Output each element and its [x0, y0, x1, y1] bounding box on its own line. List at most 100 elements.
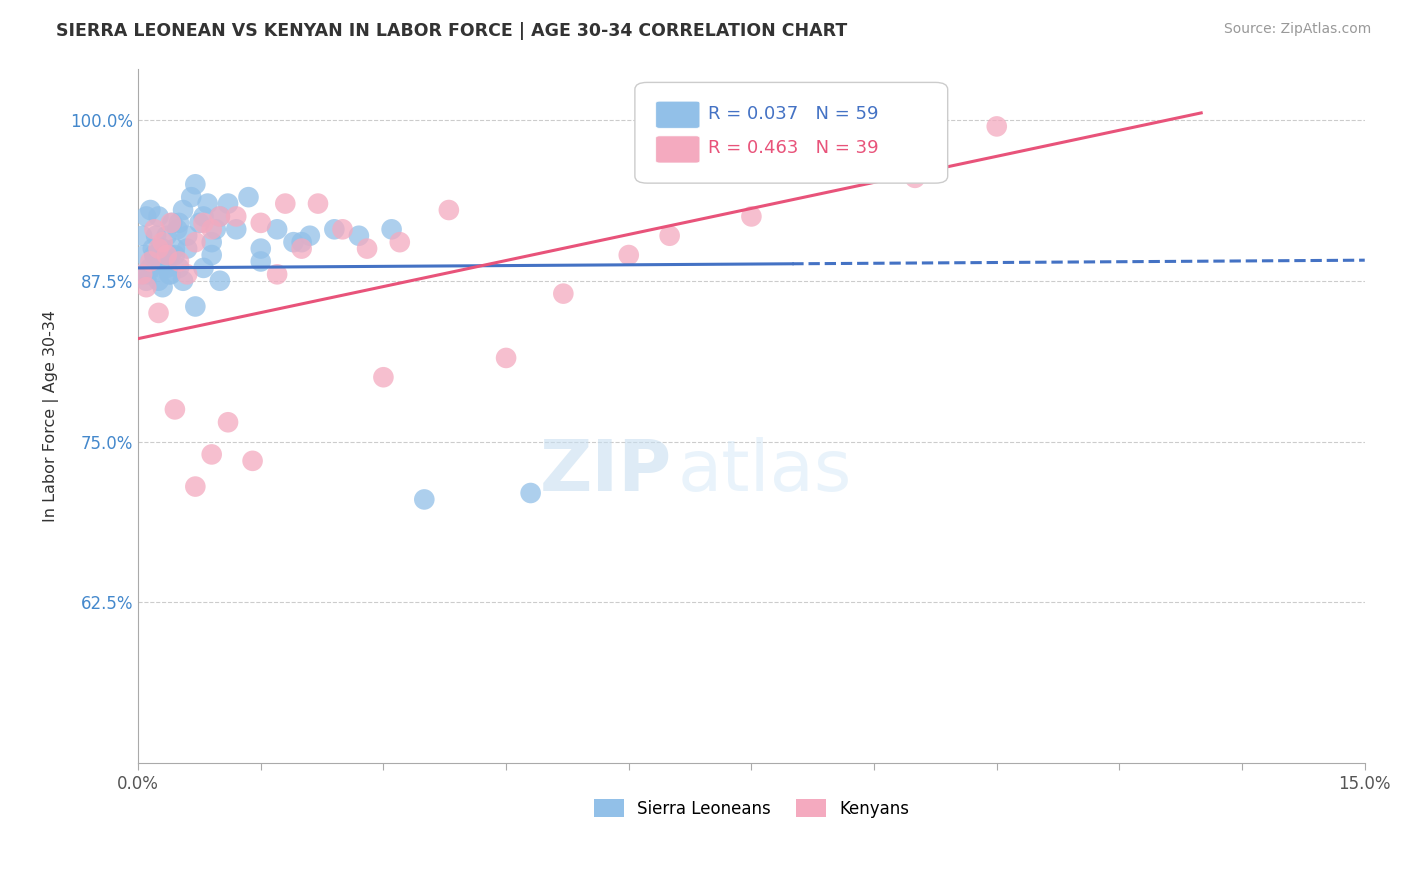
Point [139, 202, 162, 217]
Point [238, 190, 260, 204]
Point [148, 210, 170, 224]
Text: atlas: atlas [678, 437, 852, 506]
Point [150, 260, 173, 275]
Point [495, 351, 517, 365]
Point [139, 254, 162, 268]
Point [986, 120, 1008, 134]
Point [193, 210, 215, 224]
Point [134, 248, 156, 262]
Point [291, 242, 314, 256]
Point [332, 222, 354, 236]
Point [167, 216, 190, 230]
Point [904, 170, 927, 185]
Point [298, 228, 321, 243]
Point [658, 228, 681, 243]
Point [148, 274, 170, 288]
Point [388, 235, 411, 249]
Point [152, 242, 174, 256]
Point [143, 248, 166, 262]
Point [249, 216, 271, 230]
Point [249, 242, 271, 256]
Point [266, 268, 288, 282]
Point [249, 254, 271, 268]
Point [135, 280, 157, 294]
Point [823, 152, 845, 166]
FancyBboxPatch shape [655, 136, 700, 163]
Point [157, 268, 180, 282]
Point [148, 306, 170, 320]
Text: Source: ZipAtlas.com: Source: ZipAtlas.com [1223, 22, 1371, 37]
Point [156, 260, 179, 275]
Point [156, 248, 179, 262]
Point [156, 228, 179, 243]
Point [143, 222, 166, 236]
Point [176, 268, 198, 282]
Point [139, 260, 162, 275]
Point [152, 235, 174, 249]
Point [740, 210, 762, 224]
Point [225, 210, 247, 224]
Point [274, 196, 297, 211]
FancyBboxPatch shape [636, 82, 948, 183]
Point [153, 254, 176, 268]
Point [180, 190, 202, 204]
Point [184, 235, 207, 249]
Point [553, 286, 575, 301]
Point [347, 228, 370, 243]
Point [201, 248, 224, 262]
Point [172, 274, 194, 288]
Point [291, 235, 314, 249]
Point [225, 222, 247, 236]
Point [136, 268, 159, 282]
Point [163, 402, 186, 417]
Point [208, 274, 231, 288]
Point [519, 486, 541, 500]
Text: R = 0.037   N = 59: R = 0.037 N = 59 [709, 104, 879, 123]
Point [307, 196, 329, 211]
Point [135, 210, 157, 224]
Point [204, 222, 226, 236]
Point [413, 492, 436, 507]
Point [145, 228, 167, 243]
Point [167, 260, 190, 275]
Y-axis label: In Labor Force | Age 30-34: In Labor Force | Age 30-34 [44, 310, 59, 522]
Point [266, 222, 288, 236]
Point [217, 415, 239, 429]
Point [131, 268, 153, 282]
Point [163, 248, 186, 262]
Point [135, 274, 157, 288]
Point [201, 222, 224, 236]
Point [242, 454, 264, 468]
Point [373, 370, 395, 384]
Point [201, 235, 224, 249]
Point [176, 242, 198, 256]
FancyBboxPatch shape [655, 101, 700, 128]
Point [197, 196, 219, 211]
Point [148, 242, 170, 256]
Point [208, 210, 231, 224]
Point [188, 216, 211, 230]
Point [184, 479, 207, 493]
Point [176, 228, 198, 243]
Point [162, 216, 184, 230]
Point [184, 178, 207, 192]
Point [163, 242, 186, 256]
Point [283, 235, 305, 249]
Point [193, 260, 215, 275]
Point [142, 242, 165, 256]
Point [159, 248, 181, 262]
Text: R = 0.463   N = 39: R = 0.463 N = 39 [709, 139, 879, 157]
Point [184, 300, 207, 314]
Point [193, 216, 215, 230]
Point [131, 268, 153, 282]
Text: ZIP: ZIP [540, 437, 672, 506]
Point [208, 210, 231, 224]
Point [143, 248, 166, 262]
Point [152, 280, 174, 294]
Point [201, 447, 224, 461]
Legend: Sierra Leoneans, Kenyans: Sierra Leoneans, Kenyans [588, 793, 915, 824]
Point [172, 202, 194, 217]
Point [159, 268, 181, 282]
Point [131, 228, 153, 243]
Point [167, 254, 190, 268]
